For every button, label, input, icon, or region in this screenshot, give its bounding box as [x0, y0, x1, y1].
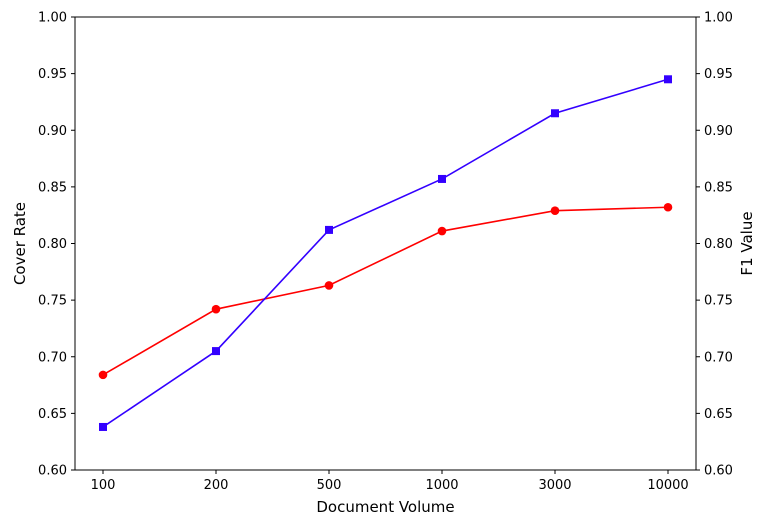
y-axis-title-left: Cover Rate — [11, 202, 29, 285]
y-tick-label-right: 0.75 — [704, 294, 733, 309]
y-tick-label-left: 0.65 — [38, 407, 67, 422]
series-2-point — [325, 225, 333, 234]
y-tick-label-left: 0.90 — [38, 124, 67, 139]
y-tick-label-left: 0.60 — [38, 464, 67, 479]
y-tick-label-left: 0.95 — [38, 67, 67, 82]
x-axis-title: Document Volume — [316, 498, 454, 516]
series-2-point — [664, 75, 672, 84]
y-tick-label-right: 0.80 — [704, 237, 733, 252]
y-tick-label-right: 0.70 — [704, 350, 733, 365]
y-tick-label-right: 1.00 — [704, 11, 733, 26]
series-line-1 — [102, 206, 669, 376]
x-tick-label: 3000 — [538, 478, 571, 493]
y-tick-label-left: 0.75 — [38, 294, 67, 309]
series-1-point — [211, 304, 221, 314]
series-1-point — [324, 281, 334, 290]
x-tick-label: 500 — [317, 478, 342, 493]
series-line-2 — [102, 78, 669, 428]
y-tick-label-right: 0.60 — [704, 464, 733, 479]
y-tick-label-right: 0.65 — [704, 407, 733, 422]
series-1-point — [663, 202, 673, 212]
y-tick-label-left: 0.85 — [38, 180, 67, 195]
y-tick-label-left: 0.80 — [38, 237, 67, 252]
series-2-point — [212, 347, 220, 356]
x-tick-label: 100 — [91, 478, 116, 493]
series-1-point — [550, 206, 560, 215]
series-2-point — [551, 109, 559, 118]
y-tick-label-left: 0.70 — [38, 350, 67, 365]
series-2-point — [99, 422, 107, 431]
plot-frame — [74, 16, 697, 471]
chart-ticks: 100 200 500 1000 3000 10000 0.60 0.60 0.65 0.65 0.… — [38, 11, 733, 494]
series-1-point — [437, 226, 447, 236]
x-tick-label: 1000 — [425, 478, 458, 493]
chart-marks — [98, 75, 673, 431]
y-tick-label-left: 1.00 — [38, 11, 67, 26]
series-1-point — [98, 370, 108, 380]
y-tick-label-right: 0.95 — [704, 67, 733, 82]
y-axis-title-right: F1 Value — [738, 211, 756, 275]
series-2-point — [438, 174, 446, 183]
y-tick-label-right: 0.90 — [704, 124, 733, 139]
y-tick-label-right: 0.85 — [704, 180, 733, 195]
x-tick-label: 10000 — [647, 478, 688, 493]
x-tick-label: 200 — [204, 478, 229, 493]
